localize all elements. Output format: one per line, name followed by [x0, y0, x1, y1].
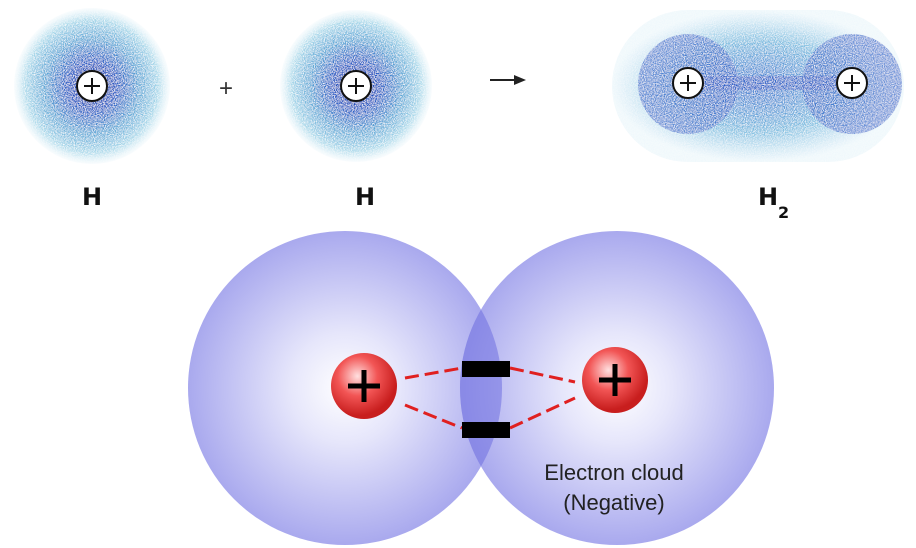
page: {"reactants": {"labels": ["H", "H"], "op… [0, 0, 916, 548]
bond-clouds [188, 231, 774, 545]
atom-label: H [355, 183, 375, 211]
electron-clouds [14, 8, 904, 164]
annotation: Electron cloud [544, 460, 683, 485]
plus-operator: + [219, 75, 233, 102]
diagram: + H H H 2 Electron cloud (Negative) [0, 0, 916, 548]
annotation: (Negative) [563, 490, 664, 515]
molecule-subscript: 2 [778, 203, 789, 222]
atom-label: H [82, 183, 102, 211]
molecule-label: H [758, 183, 778, 211]
reaction-arrow [490, 75, 526, 85]
